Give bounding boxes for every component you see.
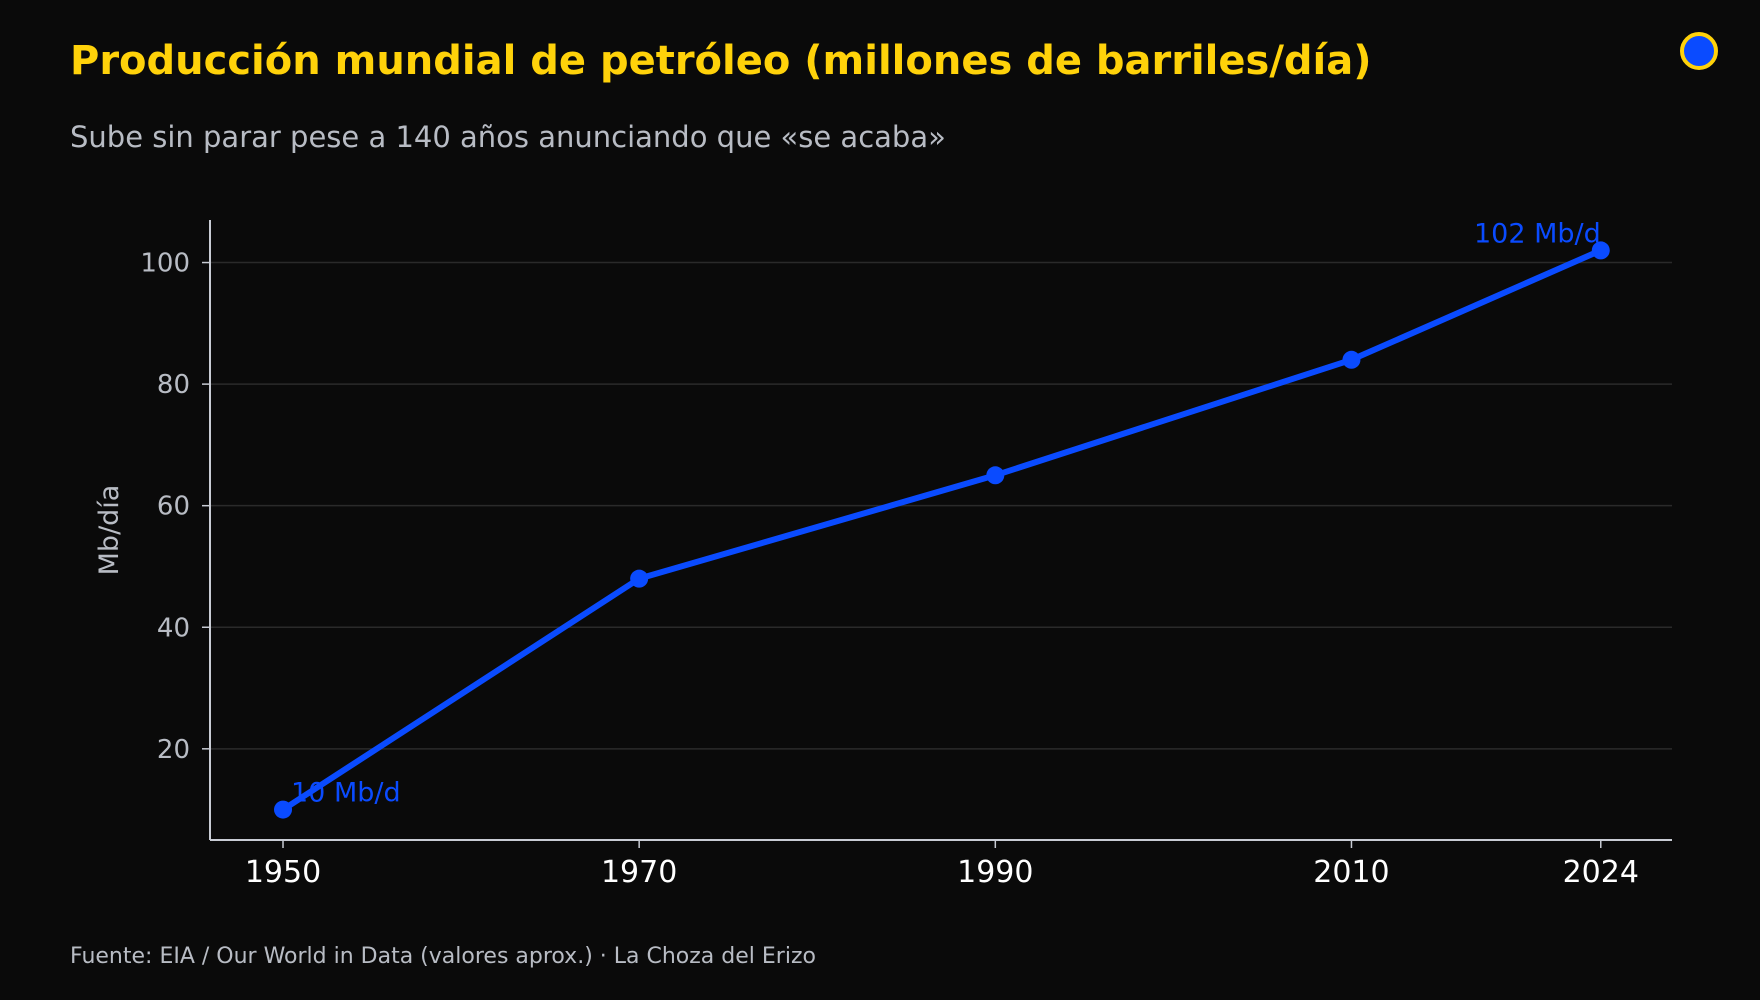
y-tick-label: 40	[157, 613, 190, 643]
y-tick-label: 80	[157, 370, 190, 400]
x-tick-label: 2010	[1313, 855, 1389, 890]
axes	[209, 220, 1672, 848]
source-note: Fuente: EIA / Our World in Data (valores…	[70, 944, 816, 969]
data-point-2010	[1342, 350, 1361, 369]
y-axis-label: Mb/día	[94, 485, 125, 576]
x-tick-label: 1970	[601, 855, 677, 890]
x-tick-label: 1950	[245, 855, 321, 890]
x-tick-labels: 1950 1970 1990 2010 2024	[245, 855, 1639, 890]
data-label: 10 Mb/d	[291, 778, 401, 809]
data-point-1950	[274, 800, 293, 819]
data-point-1970	[630, 569, 649, 588]
x-tick-label: 2024	[1563, 855, 1639, 890]
grid-lines	[202, 261, 1672, 750]
data-label: 102 Mb/d	[1474, 218, 1601, 249]
y-tick-labels: 20 40 60 80 100	[140, 249, 190, 765]
circle-logo-icon	[1680, 32, 1718, 70]
y-tick-label: 60	[157, 492, 190, 522]
data-point-2024	[1591, 241, 1610, 260]
chart-subtitle: Sube sin parar pese a 140 años anunciand…	[70, 120, 946, 154]
series-group	[274, 241, 1610, 819]
chart-title: Producción mundial de petróleo (millones…	[70, 38, 1372, 84]
data-labels: 10 Mb/d 102 Mb/d	[291, 218, 1601, 808]
series-line	[280, 247, 1604, 813]
y-tick-label: 20	[157, 735, 190, 765]
y-tick-label: 100	[140, 249, 190, 279]
data-point-1990	[986, 466, 1005, 485]
x-tick-label: 1990	[957, 855, 1033, 890]
